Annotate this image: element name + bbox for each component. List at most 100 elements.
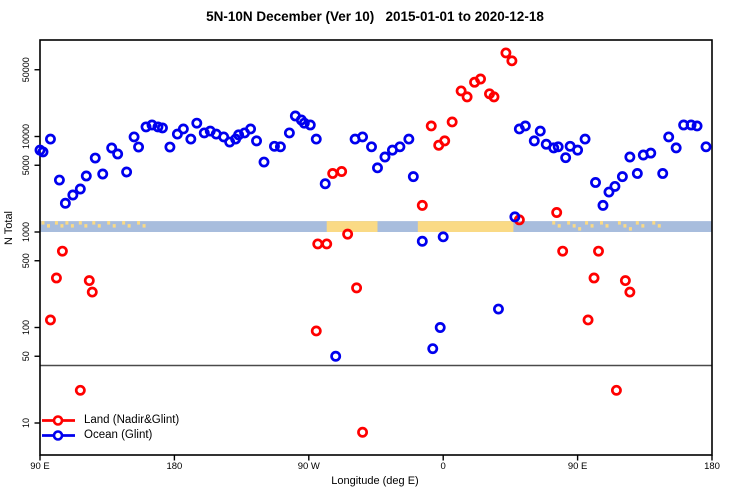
data-point-ocean (645, 147, 657, 159)
data-point-ocean (691, 120, 703, 132)
coastline-band-land-speckle (107, 221, 111, 225)
data-point-land (312, 238, 324, 250)
coastline-band-land-speckle (567, 221, 571, 225)
coastline-band-land-speckle (623, 224, 627, 228)
coastline-band-land-speckle (65, 221, 69, 225)
data-point-ocean (59, 197, 71, 209)
legend-label-land: Land (Nadir&Glint) (84, 414, 180, 426)
data-point-ocean (140, 121, 152, 133)
data-point-ocean (437, 231, 449, 243)
coastline-band-land-speckle (585, 221, 589, 225)
data-point-land (439, 135, 451, 147)
data-point-ocean (590, 177, 601, 188)
data-point-land (86, 286, 98, 298)
coastline-band-land-speckle (70, 224, 74, 228)
coastline-band-land-speckle (92, 221, 96, 225)
y-tick-label: 5000 (21, 155, 31, 175)
y-tick-label: 500 (21, 253, 31, 268)
data-point-land (488, 91, 500, 103)
data-point-ocean (700, 141, 712, 153)
coastline-band-land-speckle (127, 224, 131, 228)
data-point-land (74, 384, 86, 396)
data-point-ocean (106, 142, 118, 154)
coastline-band-land (417, 221, 514, 232)
data-point-ocean (45, 133, 56, 145)
coastline-band-land-speckle (78, 221, 82, 225)
data-point-ocean (128, 131, 140, 143)
data-point-ocean (552, 141, 564, 153)
data-point-land (588, 272, 600, 284)
data-point-ocean (372, 162, 383, 174)
data-point-land (310, 325, 322, 337)
data-point-ocean (534, 125, 546, 137)
data-point-ocean (609, 180, 621, 192)
data-point-ocean (403, 133, 415, 145)
data-point-ocean (319, 178, 331, 190)
coastline-band-land-speckle (635, 221, 639, 225)
data-point-land (45, 314, 56, 326)
data-point-ocean (258, 156, 270, 168)
data-point-ocean (670, 142, 682, 154)
data-point-ocean (657, 168, 669, 179)
data-point-ocean (121, 166, 133, 178)
legend-label-ocean: Ocean (Glint) (84, 429, 153, 441)
data-point-land (557, 245, 569, 257)
y-tick-label: 1000 (21, 222, 31, 242)
data-point-land (425, 120, 437, 132)
data-point-ocean (310, 133, 322, 145)
coastline-band-land-speckle (652, 221, 656, 225)
data-point-ocean (67, 189, 79, 201)
data-point-ocean (597, 199, 609, 211)
data-point-land (610, 384, 622, 396)
legend-entry-land: Land (Nadir&Glint) (41, 413, 179, 428)
data-point-land (551, 207, 563, 218)
data-point-ocean (616, 171, 628, 183)
data-point-ocean (427, 343, 439, 355)
data-point-ocean (274, 141, 286, 153)
data-point-ocean (251, 135, 262, 147)
data-point-ocean (133, 141, 145, 153)
data-point-land (321, 238, 333, 250)
data-point-land (56, 245, 68, 257)
data-point-ocean (685, 119, 697, 131)
x-tick-label: 0 (441, 461, 446, 472)
coastline-band-land (326, 221, 378, 232)
coastline-band-land-speckle (617, 221, 621, 225)
data-point-ocean (528, 135, 540, 147)
coastline-band-land-speckle (46, 224, 50, 228)
x-tick-label: 90 E (30, 461, 50, 472)
data-point-ocean (74, 183, 86, 195)
data-point-ocean (157, 122, 168, 134)
coastline-band-land-speckle (122, 221, 126, 225)
data-point-ocean (37, 146, 49, 158)
data-point-ocean (509, 211, 521, 223)
data-point-land (455, 85, 467, 97)
data-point-ocean (97, 168, 109, 180)
land-marker-icon (42, 415, 75, 426)
data-point-ocean (434, 322, 446, 333)
coastline-band-land-speckle (54, 221, 58, 225)
data-point-land (619, 275, 631, 287)
data-point-ocean (304, 119, 316, 131)
data-point-ocean (80, 170, 92, 182)
data-point-ocean (245, 123, 257, 135)
data-point-ocean (283, 127, 295, 139)
data-point-land (582, 314, 594, 326)
data-point-land (351, 282, 363, 294)
coastline-band-land-speckle (97, 224, 101, 228)
coastline-band-land-speckle (60, 224, 64, 228)
data-point-ocean (164, 141, 176, 153)
data-point-ocean (185, 133, 197, 145)
data-point-ocean (631, 168, 643, 179)
data-point-ocean (198, 127, 210, 139)
x-axis-title: Longitude (deg E) (331, 475, 419, 487)
coastline-band-land-speckle (112, 224, 116, 228)
data-point-ocean (177, 123, 189, 135)
data-point-land (327, 168, 339, 179)
data-point-ocean (233, 129, 245, 141)
data-point-land (50, 272, 62, 284)
data-point-ocean (357, 131, 369, 143)
data-point-ocean (407, 171, 419, 183)
data-point-land (475, 73, 486, 85)
